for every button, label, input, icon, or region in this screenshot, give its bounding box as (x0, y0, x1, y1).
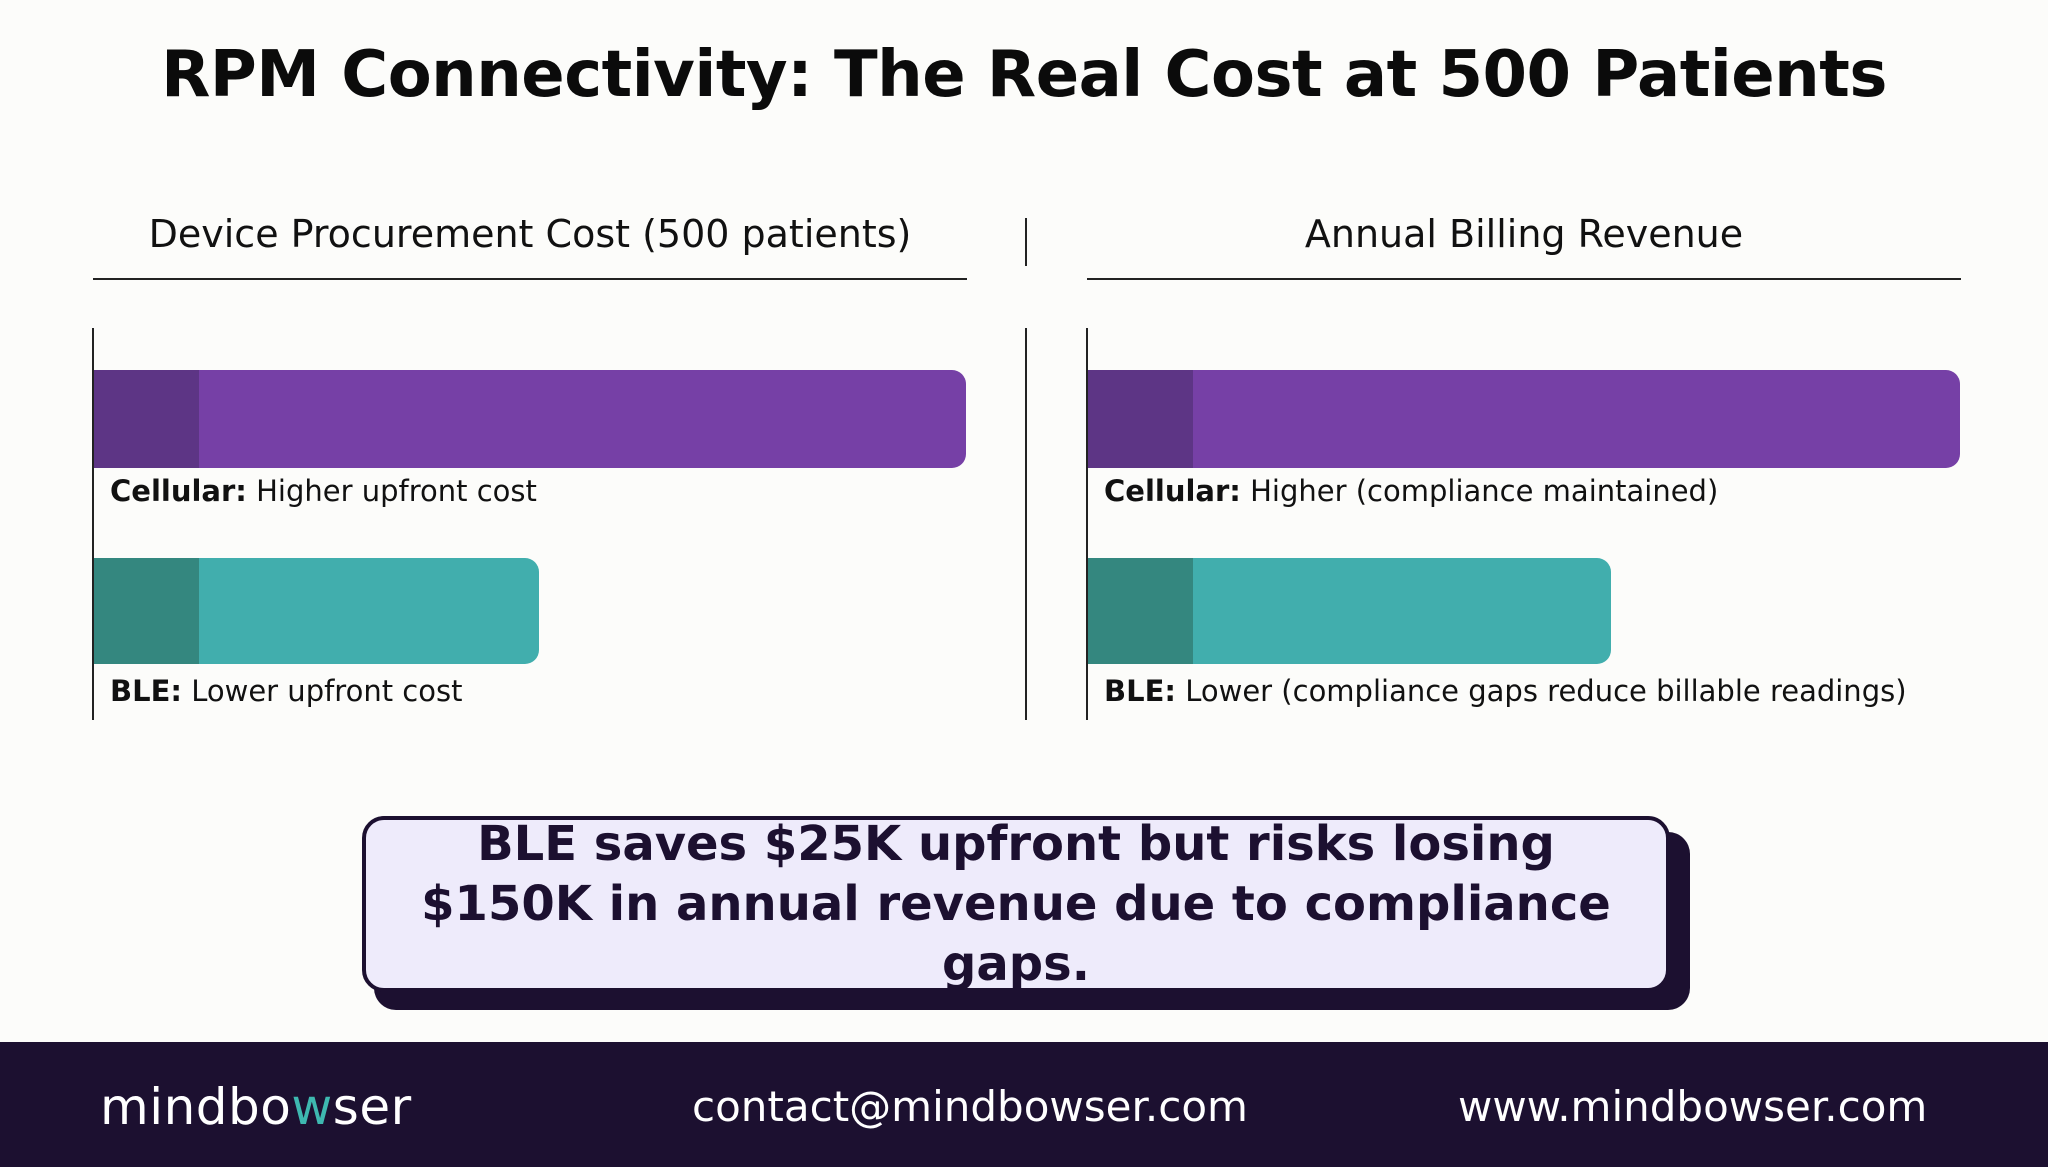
footer-website[interactable]: www.mindbowser.com (1458, 1082, 1928, 1131)
callout-box: BLE saves $25K upfront but risks losing … (362, 816, 1670, 992)
bar-ble-procurement (94, 558, 539, 664)
page-title: RPM Connectivity: The Real Cost at 500 P… (161, 38, 1887, 112)
divider-middle (1025, 328, 1027, 720)
left-panel-title: Device Procurement Cost (500 patients) (148, 212, 912, 256)
bar-ble-revenue (1088, 558, 1611, 664)
label-ble-procurement: BLE: Lower upfront cost (110, 674, 463, 708)
label-ble-revenue: BLE: Lower (compliance gaps reduce billa… (1104, 674, 1907, 708)
bar-cellular-revenue (1088, 370, 1960, 468)
right-panel-axis (1086, 328, 1088, 720)
label-cellular-procurement: Cellular: Higher upfront cost (110, 474, 537, 508)
footer-email[interactable]: contact@mindbowser.com (692, 1082, 1248, 1131)
brand-logo: mindbowser (100, 1078, 412, 1136)
divider-top (1025, 218, 1027, 266)
left-panel-rule (93, 278, 967, 280)
footer: mindbowser contact@mindbowser.com www.mi… (0, 1042, 2048, 1167)
bar-cellular-procurement (94, 370, 966, 468)
left-panel-axis (92, 328, 94, 720)
callout-text: BLE saves $25K upfront but risks losing … (421, 816, 1611, 992)
right-panel-rule (1087, 278, 1961, 280)
label-cellular-revenue: Cellular: Higher (compliance maintained) (1104, 474, 1719, 508)
right-panel-title: Annual Billing Revenue (1304, 212, 1744, 256)
